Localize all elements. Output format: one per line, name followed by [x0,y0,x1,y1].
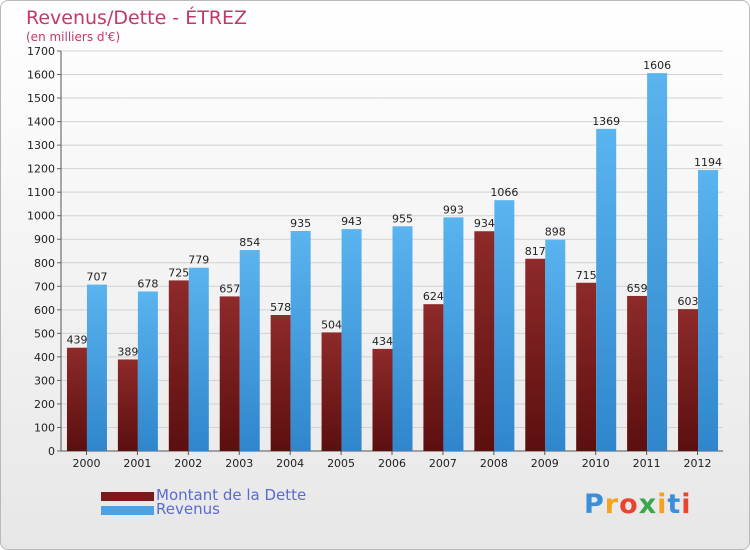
bar-debt [117,359,138,451]
x-tick-label: 2002 [174,457,202,470]
bar-debt [525,258,546,451]
data-label-revenus: 854 [239,236,260,249]
y-tick-label: 100 [34,421,55,434]
data-label-debt: 657 [219,282,240,295]
y-tick-label: 900 [34,233,55,246]
y-tick-label: 1300 [27,139,55,152]
x-tick-label: 2003 [225,457,253,470]
bar-debt [270,315,291,451]
bar-debt [474,231,495,451]
bar-debt [678,309,699,451]
y-tick-label: 200 [34,398,55,411]
logo-letter: t [667,489,682,520]
x-tick-label: 2011 [633,457,661,470]
bar-revenus [647,73,668,451]
data-label-debt: 725 [168,266,189,279]
data-label-debt: 389 [117,345,138,358]
data-label-debt: 603 [678,295,699,308]
y-tick-label: 400 [34,351,55,364]
x-tick-label: 2010 [582,457,610,470]
y-tick-label: 700 [34,280,55,293]
bar-debt [576,282,597,451]
y-tick-label: 1000 [27,210,55,223]
data-label-revenus: 955 [392,212,413,225]
y-tick-label: 600 [34,304,55,317]
data-label-debt: 439 [66,334,87,347]
bar-revenus [290,231,311,451]
bar-debt [372,348,393,451]
legend-label-revenus: Revenus [156,500,220,518]
logo-letter: o [619,489,639,520]
chart-title: Revenus/Dette - ÉTREZ [26,7,248,29]
data-label-debt: 504 [321,318,342,331]
x-tick-label: 2000 [72,457,100,470]
data-label-revenus: 898 [545,226,566,239]
bar-debt [627,295,648,451]
bar-revenus [137,291,158,451]
logo-letter: P [584,489,605,520]
y-tick-label: 0 [48,445,55,458]
bar-revenus [239,250,260,451]
data-label-revenus: 1606 [643,59,671,72]
data-label-revenus: 1369 [592,115,620,128]
data-label-revenus: 943 [341,215,362,228]
proxiti-logo: Proxiti [584,489,692,520]
data-label-debt: 715 [576,269,597,282]
bar-debt [219,296,240,451]
data-label-debt: 434 [372,335,393,348]
logo-letter: i [681,489,692,520]
data-label-revenus: 935 [290,217,311,230]
x-tick-label: 2006 [378,457,406,470]
x-tick-label: 2005 [327,457,355,470]
bar-revenus [545,239,566,451]
y-tick-label: 1600 [27,69,55,82]
bar-debt [321,332,342,451]
x-tick-label: 2007 [429,457,457,470]
data-label-debt: 578 [270,301,291,314]
legend-swatch-debt [101,492,154,501]
data-label-revenus: 1194 [694,156,722,169]
bar-revenus [86,284,107,451]
logo-letter: r [604,489,620,520]
y-tick-label: 1700 [27,45,55,58]
bar-revenus [698,170,719,451]
bar-revenus [596,128,617,451]
bar-revenus [443,217,464,451]
bar-revenus [392,226,413,451]
logo-letter: i [657,489,668,520]
bar-revenus [494,200,515,451]
bar-revenus [188,267,209,451]
legend-swatch-revenus [101,506,154,515]
legend-label-debt: Montant de la Dette [156,486,307,504]
data-label-revenus: 993 [443,203,464,216]
data-label-revenus: 1066 [490,186,518,199]
data-label-debt: 624 [423,290,444,303]
logo-letter: x [638,489,658,520]
data-label-revenus: 678 [137,277,158,290]
y-tick-label: 1400 [27,116,55,129]
y-tick-label: 1200 [27,163,55,176]
x-tick-label: 2001 [123,457,151,470]
x-tick-label: 2008 [480,457,508,470]
bar-revenus [341,229,362,451]
y-tick-label: 1100 [27,186,55,199]
data-label-debt: 817 [525,245,546,258]
x-tick-label: 2012 [684,457,712,470]
bar-debt [168,280,189,451]
chart-subtitle: (en milliers d'€) [26,30,121,44]
bar-debt [66,347,87,451]
x-tick-label: 2009 [531,457,559,470]
data-label-revenus: 707 [86,271,107,284]
y-tick-label: 1500 [27,92,55,105]
x-tick-label: 2004 [276,457,304,470]
y-tick-label: 500 [34,327,55,340]
bar-debt [423,304,444,451]
data-label-debt: 934 [474,217,495,230]
y-tick-label: 300 [34,374,55,387]
y-tick-label: 800 [34,257,55,270]
data-label-revenus: 779 [188,254,209,267]
data-label-debt: 659 [627,282,648,295]
